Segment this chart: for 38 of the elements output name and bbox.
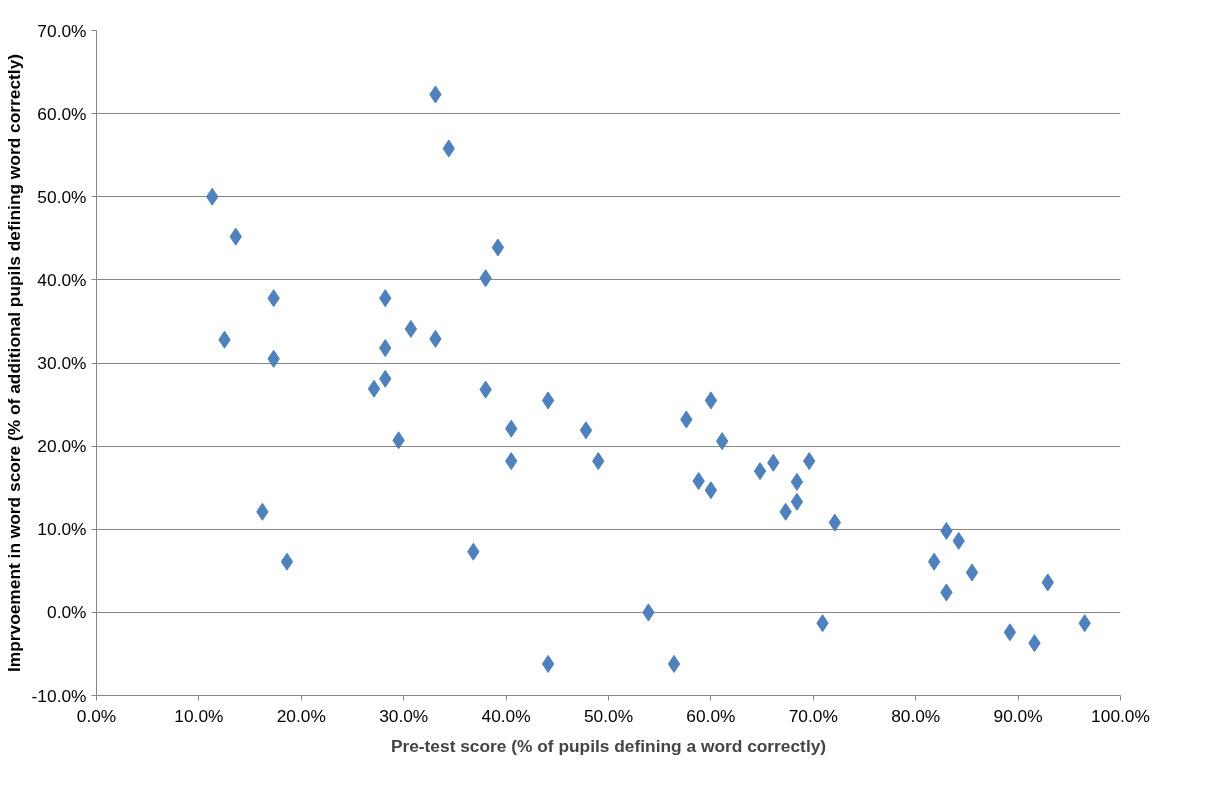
point <box>753 462 767 481</box>
x-tick-label: 0.0% <box>76 705 117 726</box>
y-tick-label: -10.0% <box>31 685 87 706</box>
x-tick-label: 30.0% <box>379 705 429 726</box>
x-tick-label: 40.0% <box>481 705 531 726</box>
y-tick-label: 20.0% <box>37 436 87 457</box>
x-tick-label: 10.0% <box>174 705 224 726</box>
y-tick-label: 10.0% <box>37 519 87 540</box>
point <box>704 391 718 410</box>
point <box>367 379 381 398</box>
point <box>280 552 294 571</box>
x-tick-label: 50.0% <box>583 705 634 726</box>
point <box>579 421 593 440</box>
y-tick-label: 0.0% <box>47 602 87 623</box>
point <box>927 552 941 571</box>
x-tick-label: 100.0% <box>1091 705 1150 726</box>
x-tick-label: 70.0% <box>788 705 838 726</box>
x-tick-label: 80.0% <box>891 705 941 726</box>
x-tick-label: 90.0% <box>993 705 1043 726</box>
x-tick-label: 60.0% <box>686 705 736 726</box>
point <box>790 492 804 511</box>
point <box>541 654 555 673</box>
y-tick-label: 50.0% <box>37 186 87 207</box>
point <box>1003 623 1017 642</box>
y-tick-label: 60.0% <box>37 103 87 124</box>
x-axis-title: Pre-test score (% of pupils defining a word correctly) <box>390 735 827 756</box>
point <box>404 319 418 338</box>
y-tick-label: 30.0% <box>37 353 87 373</box>
point <box>667 654 681 673</box>
y-tick-label: 40.0% <box>37 269 87 290</box>
point <box>491 238 505 257</box>
point <box>704 481 718 500</box>
point <box>790 472 804 491</box>
x-tick-label: 20.0% <box>276 705 326 726</box>
y-axis-title: Imprvoement in word score (% of additional pupils defining word correctly) <box>3 53 24 673</box>
point <box>541 391 555 410</box>
point <box>965 563 979 582</box>
y-tick-label: 70.0% <box>37 20 87 41</box>
